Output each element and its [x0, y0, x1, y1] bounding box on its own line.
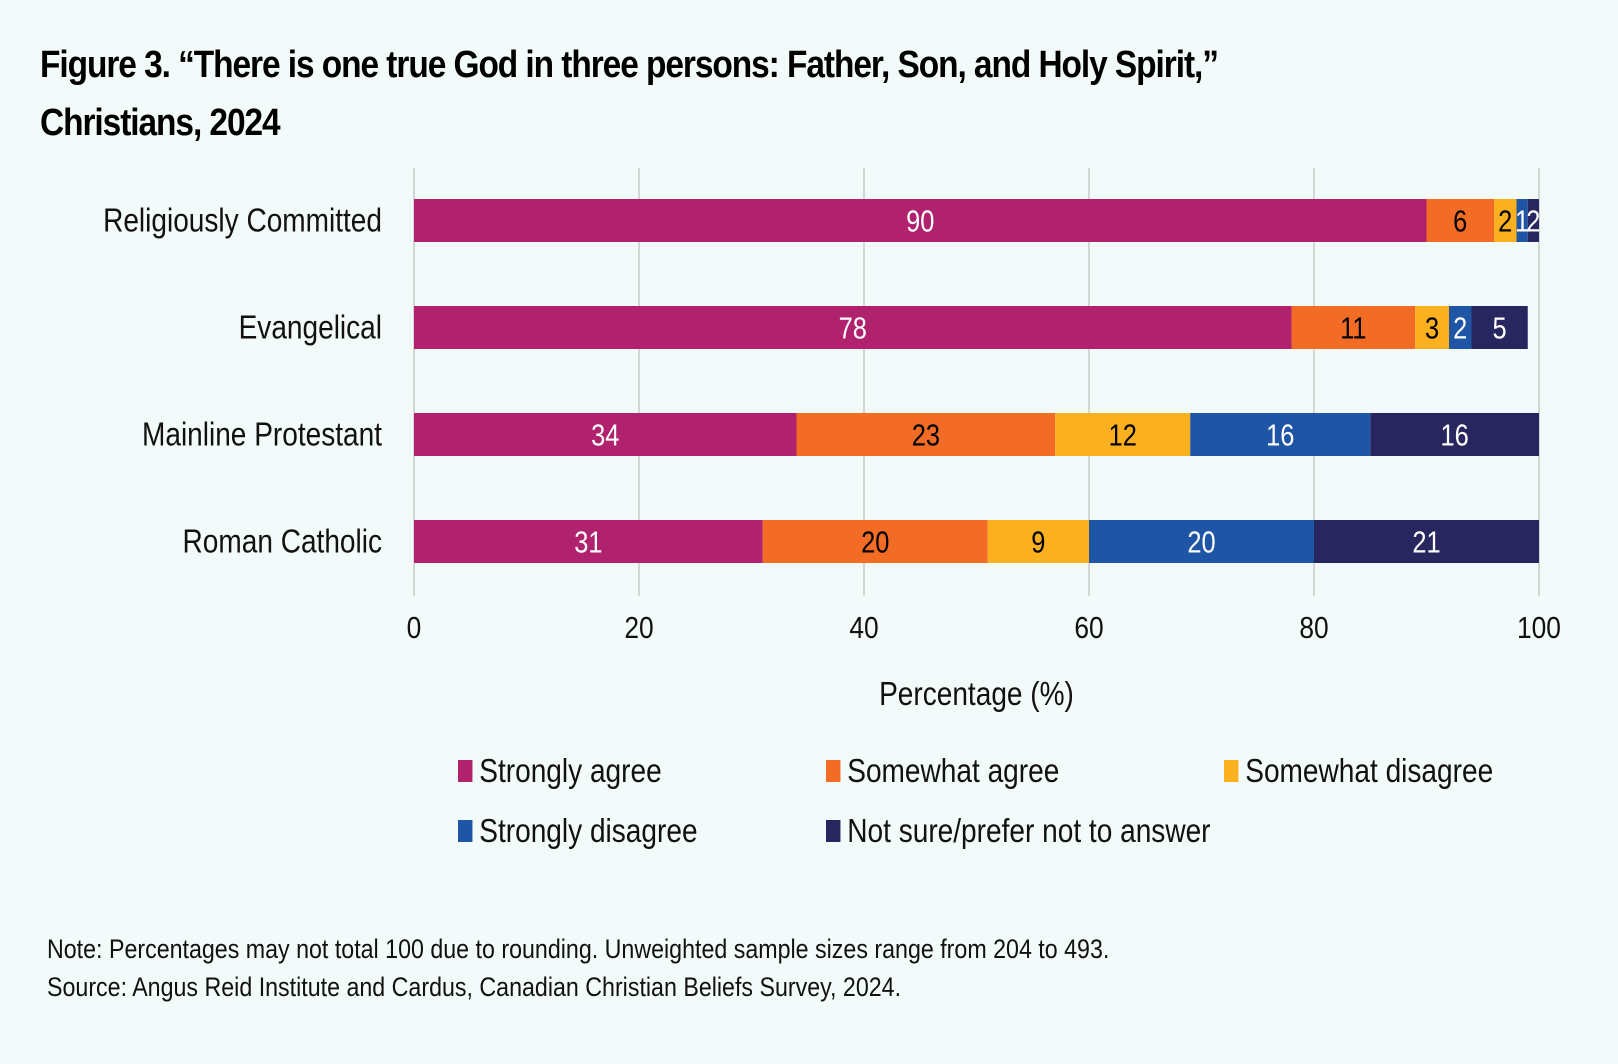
x-tick-label: 60 [1074, 611, 1103, 645]
x-tick-label: 80 [1299, 611, 1328, 645]
legend-label: Somewhat agree [847, 752, 1060, 789]
bar-value-label: 6 [1453, 204, 1467, 239]
legend-item: Strongly disagree [458, 812, 698, 850]
legend-label: Not sure/prefer not to answer [847, 812, 1211, 849]
bar-segment [1190, 413, 1371, 456]
bar-segment [1426, 199, 1494, 242]
bar-segment [414, 413, 797, 456]
notes: Note: Percentages may not total 100 due … [47, 930, 1597, 1006]
x-axis-title: Percentage (%) [879, 676, 1074, 713]
bar-segment [796, 413, 1056, 456]
legend-label: Strongly agree [479, 752, 662, 789]
x-tick-label: 20 [624, 611, 653, 645]
bar-segment [1314, 520, 1539, 563]
bar-segment [1055, 413, 1191, 456]
legend-item: Somewhat disagree [1224, 752, 1493, 790]
category-label: Mainline Protestant [142, 416, 382, 453]
legend-swatch [826, 820, 841, 842]
bar-segment [1494, 199, 1517, 242]
bar-value-label: 23 [912, 418, 940, 453]
legend-swatch [826, 760, 841, 782]
bar-value-label: 20 [861, 525, 889, 560]
legend-item: Not sure/prefer not to answer [826, 812, 1211, 850]
bar-value-label: 90 [906, 204, 934, 239]
bar-segment [1415, 306, 1449, 349]
bar-segment [1516, 199, 1528, 242]
chart-title: Figure 3. “There is one true God in thre… [40, 36, 1360, 152]
source-text: Source: Angus Reid Institute and Cardus,… [47, 972, 902, 1002]
bar-segment [1527, 199, 1539, 242]
bar-value-label: 5 [1493, 311, 1507, 346]
bar-value-label: 16 [1266, 418, 1294, 453]
category-label: Evangelical [239, 309, 382, 346]
bar-value-label: 12 [1109, 418, 1137, 453]
bar-value-label: 2 [1526, 204, 1540, 239]
bar-value-label: 2 [1453, 311, 1467, 346]
bar-segment [1291, 306, 1416, 349]
x-tick-label: 0 [407, 611, 422, 645]
bar-value-label: 2 [1498, 204, 1512, 239]
bar-value-label: 11 [1340, 311, 1366, 346]
bar-segment [414, 306, 1292, 349]
legend-label: Somewhat disagree [1245, 752, 1494, 789]
category-labels: Religiously Committed Evangelical Mainline… [103, 202, 382, 560]
legend-swatch [458, 820, 473, 842]
bar-value-label: 1 [1515, 204, 1529, 239]
legend-swatch [1224, 760, 1239, 782]
x-tick-label: 40 [849, 611, 878, 645]
bar-segment [1370, 413, 1539, 456]
note-text: Note: Percentages may not total 100 due … [47, 934, 1110, 964]
bar-segment [1089, 520, 1314, 563]
bar-segment [987, 520, 1089, 563]
bar-segment [414, 520, 763, 563]
x-tick-labels: 0 20 40 60 80 100 [407, 611, 1561, 645]
legend-swatch [458, 760, 473, 782]
bar-value-label: 20 [1187, 525, 1215, 560]
legend-item: Somewhat agree [826, 752, 1059, 790]
bar-segment [762, 520, 988, 563]
bar-value-label: 3 [1425, 311, 1439, 346]
category-label: Roman Catholic [183, 523, 382, 560]
bar-value-label: 16 [1440, 418, 1468, 453]
bar-segment [1449, 306, 1472, 349]
bar-segment [1471, 306, 1528, 349]
chart-title-line-2: Christians, 2024 [40, 102, 281, 144]
bar-value-label: 34 [591, 418, 619, 453]
category-label: Religiously Committed [103, 202, 382, 239]
bar-value-label: 9 [1031, 525, 1045, 560]
bar-value-label: 78 [839, 311, 867, 346]
bar-value-label: 21 [1412, 525, 1440, 560]
legend-item: Strongly agree [458, 752, 662, 790]
chart-title-line-1: Figure 3. “There is one true God in thre… [40, 44, 1219, 86]
bar-value-label: 31 [574, 525, 602, 560]
legend-label: Strongly disagree [479, 812, 698, 849]
bar-segment [414, 199, 1427, 242]
x-tick-label: 100 [1517, 611, 1561, 645]
